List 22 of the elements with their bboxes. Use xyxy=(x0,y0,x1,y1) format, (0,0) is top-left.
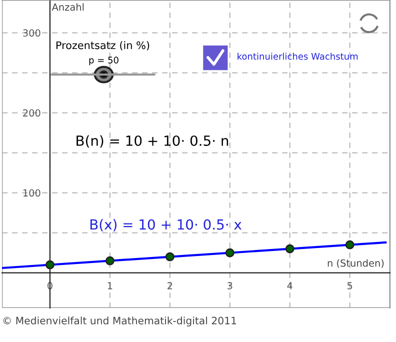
point xyxy=(225,248,234,258)
annotation: p = 50 xyxy=(89,56,118,66)
y-tick-label: 200 xyxy=(23,109,40,117)
y-axis-title: Anzahl xyxy=(52,3,84,11)
annotation: B(n) = 10 + 10· 0.5· n xyxy=(76,135,228,148)
x-tick-label: 1 xyxy=(108,282,112,290)
y-tick-label: 300 xyxy=(23,29,40,37)
x-tick-label: 3 xyxy=(228,282,232,290)
annotation: kontinuierliches Wachstum xyxy=(238,52,358,60)
point xyxy=(345,240,354,250)
point xyxy=(45,260,54,270)
annotation: Prozentsatz (in %) xyxy=(56,41,150,50)
annotation: B(x) = 10 + 10· 0.5· x xyxy=(90,219,242,232)
x-tick-label: 2 xyxy=(168,282,172,290)
x-axis-title: n (Stunden) xyxy=(328,259,384,268)
x-tick-label: 4 xyxy=(287,282,292,290)
point xyxy=(105,256,114,266)
point xyxy=(165,252,174,262)
point xyxy=(285,244,294,254)
y-tick-label: 100 xyxy=(23,189,40,197)
x-tick-label: 5 xyxy=(347,282,352,290)
text: © Medienvielfalt und Mathematik-digital 2011 xyxy=(3,316,236,326)
